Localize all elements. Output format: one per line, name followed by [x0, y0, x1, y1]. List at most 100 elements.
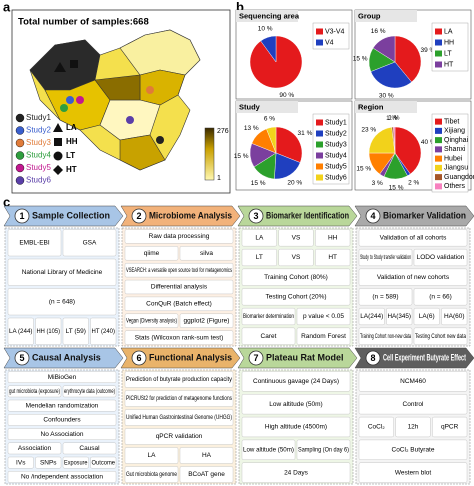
- item-text: HA: [202, 452, 212, 459]
- legend-swatch: [435, 146, 442, 153]
- item-text: Differential analysis: [151, 284, 208, 291]
- item-text: qiime: [144, 250, 160, 257]
- step-header: [354, 347, 474, 369]
- step-number-circle: [131, 208, 147, 224]
- value-label: 2 %: [408, 179, 419, 186]
- item-box: [278, 248, 314, 267]
- legend-label: Hubei: [444, 155, 463, 162]
- step-number-circle: [365, 350, 381, 366]
- step-number: 7: [253, 353, 258, 363]
- item-box: [358, 394, 468, 415]
- legend-label: Study1: [26, 113, 51, 122]
- item-box: [124, 246, 179, 261]
- item-box: [241, 439, 296, 460]
- item-text: EMBL-EBI: [19, 239, 50, 246]
- item-text: VS: [292, 235, 301, 242]
- item-text: Vegan (Diversity analysis): [126, 317, 177, 324]
- value-label: 15 %: [389, 185, 404, 192]
- item-box: [124, 313, 179, 328]
- item-text: Sampling (On day 6): [298, 447, 349, 454]
- item-text: Random Forest: [301, 333, 346, 340]
- pie-slice: [266, 126, 277, 154]
- legend-swatch: [316, 130, 323, 137]
- item-box: [358, 229, 468, 247]
- step-number-circle: [248, 208, 264, 224]
- legend-label: Qinghai: [444, 137, 469, 144]
- legend-swatch: [435, 164, 442, 171]
- legend-swatch: [435, 183, 442, 190]
- panel-label: a: [3, 0, 11, 14]
- item-text: Western blot: [395, 469, 432, 476]
- legend-swatch: [316, 119, 323, 126]
- legend-marker: [15, 163, 25, 173]
- step-number: 6: [136, 353, 141, 363]
- legend-label: Study2: [26, 126, 51, 135]
- item-text: LA (244): [9, 328, 33, 335]
- item-text: HA(345): [388, 313, 412, 320]
- legend-label: Xijiang: [444, 128, 465, 135]
- legend-swatch: [435, 50, 442, 57]
- step-title: Biomarker Validation: [383, 210, 466, 220]
- legend-swatch: [435, 61, 442, 68]
- item-box: [7, 442, 62, 455]
- item-text: Control: [403, 401, 425, 408]
- item-text: (n = 589): [372, 294, 398, 301]
- item-box: [7, 399, 117, 412]
- item-text: silva: [200, 250, 213, 257]
- legend-label: Study6: [26, 176, 51, 185]
- item-text: HT (240): [92, 328, 116, 335]
- item-text: p value < 0.05: [303, 313, 344, 320]
- item-box: [241, 248, 277, 267]
- step-number: 8: [370, 353, 375, 363]
- step-number: 4: [370, 211, 375, 221]
- panel-label: b: [236, 0, 244, 14]
- item-box: [62, 385, 117, 398]
- step-header: [237, 205, 358, 227]
- item-box: [413, 288, 468, 306]
- legend-label: Study4: [325, 152, 347, 159]
- item-box: [241, 394, 351, 415]
- step-title: Plateau Rat Model: [266, 352, 344, 362]
- colorbar-min: 1: [217, 175, 221, 182]
- item-text: gut microbiota (exposure): [9, 388, 60, 395]
- item-text: Unified Human Gastrointestinal Genome (U…: [126, 414, 232, 421]
- item-text: Training Cohort non-new data: [360, 333, 411, 340]
- legend-label: HT: [444, 61, 454, 68]
- item-text: Mendelian randomization: [26, 402, 99, 409]
- item-box: [62, 229, 117, 257]
- step-title: Sample Collection: [32, 210, 110, 220]
- value-label: 10 %: [258, 25, 273, 32]
- item-box: [358, 416, 394, 438]
- legend-swatch: [435, 39, 442, 46]
- step-number-circle: [131, 350, 147, 366]
- value-label: 16 %: [371, 28, 386, 35]
- step-header: [120, 205, 241, 227]
- item-box: [241, 371, 351, 392]
- item-box: [413, 307, 440, 326]
- map-legend: Study1 Study2 Study3 Study4 Study5 Study6 LA HH…: [15, 113, 78, 185]
- pie-slice: [394, 126, 422, 175]
- item-box: [7, 385, 62, 398]
- value-label: 20 %: [287, 179, 302, 186]
- item-box: [441, 307, 468, 326]
- item-text: CoCl₂ Butyrate: [392, 447, 435, 454]
- item-text: Prediction of butyrate production capaci…: [126, 376, 233, 383]
- item-text: qPCR validation: [156, 433, 203, 440]
- value-label: 15 %: [353, 55, 368, 62]
- item-box: [124, 428, 234, 445]
- item-text: Confounders: [43, 417, 81, 424]
- workflow: 1 Sample Collection EMBL-EBI GSA National Li…: [3, 205, 474, 485]
- legend-label: Study4: [26, 151, 51, 160]
- legend-marker: [15, 126, 25, 135]
- item-box: [395, 416, 431, 438]
- item-text: 24 Days: [284, 469, 309, 476]
- chart-title-bg: [355, 101, 417, 113]
- step-number-circle: [248, 350, 264, 366]
- item-text: VSEARCH: a versatile open source tool fo…: [126, 267, 232, 274]
- item-box: [7, 371, 117, 383]
- item-text: qPCR: [441, 424, 459, 431]
- legend-label: Shanxi: [444, 146, 466, 153]
- step-title: Cell Experiment Butyrate Effect: [383, 352, 466, 362]
- item-text: National Library of Medicine: [22, 269, 103, 276]
- item-box: [62, 317, 89, 345]
